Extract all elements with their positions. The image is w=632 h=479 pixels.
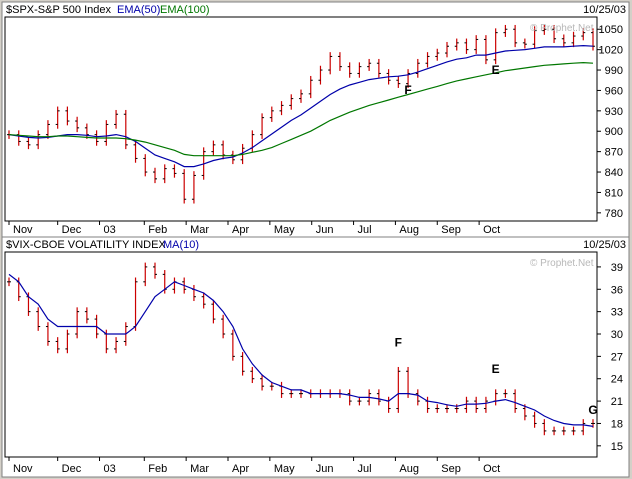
vix-annotation-g: G	[588, 403, 597, 417]
spx-panel: 780 810 840 870 900 930 960 990 1020 1050 Nov Dec 03…	[1, 1, 630, 238]
spx-ytick-label: 810	[605, 187, 623, 199]
vix-ytick-label: 15	[611, 441, 623, 453]
spx-ytick-label: 990	[605, 65, 623, 77]
vix-date-label: 10/25/03	[583, 239, 626, 251]
spx-ytick-label: 1050	[599, 24, 623, 36]
vix-xtick-label: Mar	[190, 463, 209, 475]
spx-ma-line-2	[8, 61, 594, 157]
spx-ma-line-1	[8, 44, 594, 168]
spx-xtick-label: May	[274, 224, 295, 236]
spx-xtick-label: Aug	[399, 224, 419, 236]
spx-xtick-label: Feb	[148, 224, 167, 236]
vix-ytick-label: 36	[611, 284, 623, 296]
vix-plot-frame	[4, 251, 598, 458]
spx-xtick-label: 03	[104, 224, 116, 236]
spx-annotation-e: E	[492, 63, 500, 77]
spx-ema100-label: EMA(100)	[160, 4, 210, 16]
spx-xtick-label: Mar	[190, 224, 209, 236]
vix-ma-line-1	[8, 273, 594, 427]
spx-ytick-label: 930	[605, 106, 623, 118]
vix-xtick-label: Aug	[399, 463, 419, 475]
spx-ytick-label: 900	[605, 126, 623, 138]
vix-ytick-label: 27	[611, 351, 623, 363]
vix-xtick-label: Sep	[441, 463, 461, 475]
vix-xtick-label: Oct	[483, 463, 500, 475]
spx-ytick-label: 1020	[599, 45, 623, 57]
spx-ytick-label: 960	[605, 85, 623, 97]
spx-ytick-label: 780	[605, 208, 623, 220]
vix-xtick-label: Feb	[148, 463, 167, 475]
vix-ytick-label: 24	[611, 374, 623, 386]
vix-watermark: © Prophet.Net	[530, 258, 594, 269]
vix-ytick-label: 30	[611, 329, 623, 341]
vix-annotation-f: F	[395, 336, 402, 350]
vix-xtick-label: Dec	[62, 463, 82, 475]
vix-xtick-label: Apr	[232, 463, 249, 475]
spx-ytick-label: 870	[605, 147, 623, 159]
spx-ytick-label: 840	[605, 167, 623, 179]
spx-annotation-f: F	[404, 83, 411, 97]
spx-watermark: © Prophet.Net	[530, 23, 594, 34]
spx-plot-frame	[4, 16, 598, 222]
vix-symbol-label: $VIX-CBOE VOLATILITY INDEX	[6, 239, 166, 251]
vix-xtick-label: Jul	[358, 463, 372, 475]
spx-symbol-label: $SPX-S&P 500 Index	[6, 4, 111, 16]
spx-xtick-label: Sep	[441, 224, 461, 236]
spx-xtick-label: Apr	[232, 224, 249, 236]
vix-xtick-label: May	[274, 463, 295, 475]
spx-xtick-label: Dec	[62, 224, 82, 236]
vix-ma-label: MA(10)	[163, 239, 199, 251]
spx-xtick-label: Jul	[358, 224, 372, 236]
vix-panel: 15 18 21 24 27 30 33 36 39 Nov Dec 03 Feb Mar Apr May Ju…	[1, 236, 630, 478]
vix-xtick-label: 03	[104, 463, 116, 475]
vix-ytick-label: 18	[611, 418, 623, 430]
spx-date-label: 10/25/03	[583, 4, 626, 16]
spx-ema50-label: EMA(50)	[117, 4, 160, 16]
vix-ytick-label: 33	[611, 307, 623, 319]
vix-xtick-label: Jun	[316, 463, 334, 475]
vix-ytick-label: 21	[611, 396, 623, 408]
vix-xtick-label: Nov	[13, 463, 33, 475]
vix-ytick-label: 39	[611, 262, 623, 274]
spx-xtick-label: Nov	[13, 224, 33, 236]
spx-xtick-label: Jun	[316, 224, 334, 236]
spx-xtick-label: Oct	[483, 224, 500, 236]
vix-annotation-e: E	[492, 362, 500, 376]
